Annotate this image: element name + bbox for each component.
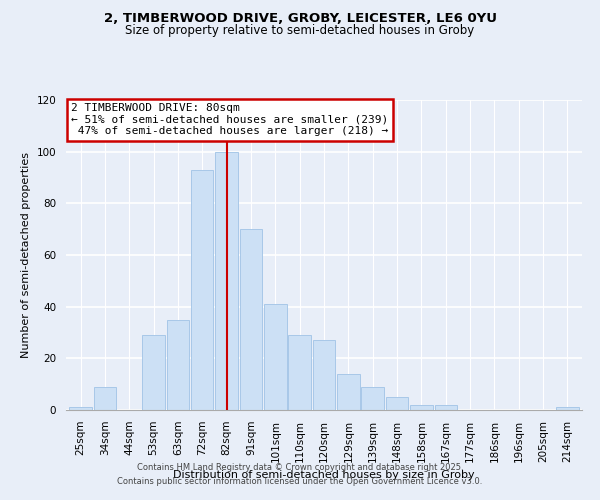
Bar	[361, 387, 384, 410]
Bar	[264, 304, 287, 410]
Bar	[289, 335, 311, 410]
Bar	[215, 152, 238, 410]
Bar	[142, 335, 165, 410]
Bar	[94, 387, 116, 410]
Bar	[434, 405, 457, 410]
Text: 2, TIMBERWOOD DRIVE, GROBY, LEICESTER, LE6 0YU: 2, TIMBERWOOD DRIVE, GROBY, LEICESTER, L…	[104, 12, 497, 26]
Bar	[167, 320, 189, 410]
Bar	[556, 408, 578, 410]
Bar	[313, 340, 335, 410]
Bar	[70, 408, 92, 410]
Bar	[410, 405, 433, 410]
Text: Contains HM Land Registry data © Crown copyright and database right 2025.: Contains HM Land Registry data © Crown c…	[137, 464, 463, 472]
Text: Size of property relative to semi-detached houses in Groby: Size of property relative to semi-detach…	[125, 24, 475, 37]
Bar	[191, 170, 214, 410]
Bar	[240, 229, 262, 410]
X-axis label: Distribution of semi-detached houses by size in Groby: Distribution of semi-detached houses by …	[173, 470, 475, 480]
Text: 2 TIMBERWOOD DRIVE: 80sqm
← 51% of semi-detached houses are smaller (239)
 47% o: 2 TIMBERWOOD DRIVE: 80sqm ← 51% of semi-…	[71, 103, 388, 136]
Bar	[337, 374, 359, 410]
Bar	[386, 397, 408, 410]
Text: Contains public sector information licensed under the Open Government Licence v3: Contains public sector information licen…	[118, 477, 482, 486]
Y-axis label: Number of semi-detached properties: Number of semi-detached properties	[21, 152, 31, 358]
